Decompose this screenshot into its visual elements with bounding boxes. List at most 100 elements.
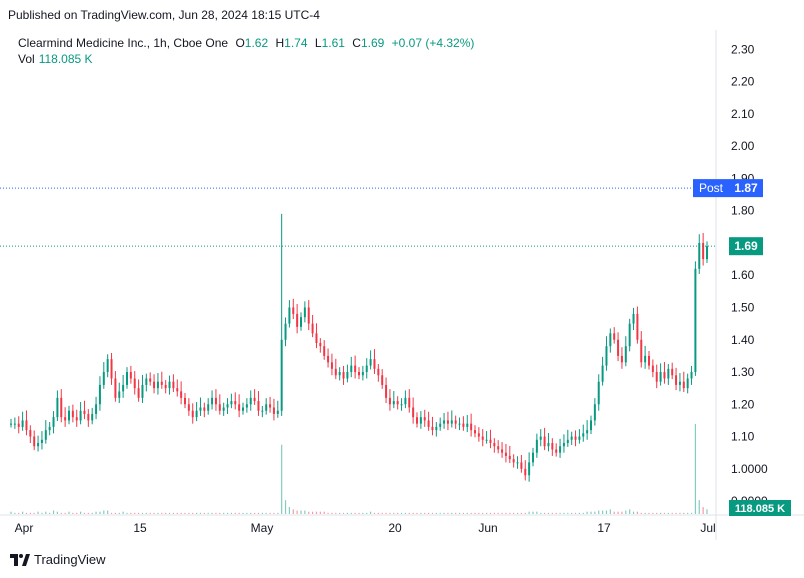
volume-bar (373, 512, 376, 514)
candle-body (307, 307, 310, 324)
candle-body (191, 410, 194, 418)
candle-body (218, 404, 221, 411)
candle-body (620, 355, 623, 363)
candle-body (562, 443, 565, 447)
volume-bar (629, 509, 631, 514)
volume-bar (199, 512, 202, 514)
candle-body (272, 407, 275, 414)
y-tick-label: 2.30 (731, 42, 755, 56)
volume-bar (72, 512, 74, 514)
candle-body (214, 397, 217, 405)
candle-body (156, 381, 159, 389)
post-tag (693, 179, 729, 198)
candle-body (288, 307, 291, 324)
volume-bar (377, 512, 379, 514)
candle-body (91, 413, 94, 421)
volume-bar (501, 512, 503, 514)
candle-body (338, 372, 341, 376)
volume-bar (80, 511, 82, 514)
x-tick-label: 17 (597, 521, 611, 535)
candle-body (346, 372, 349, 379)
volume-bar (192, 512, 194, 514)
candle-body (508, 455, 511, 460)
volume-bar (68, 511, 70, 514)
candle-body (311, 323, 314, 334)
candle-body (481, 436, 484, 440)
candle-body (458, 423, 461, 425)
volume-bar (14, 512, 16, 514)
candle-body (501, 449, 504, 453)
volume-bar (41, 512, 43, 514)
candle-body (446, 420, 449, 424)
volume-bar (663, 512, 666, 514)
candle-body (300, 317, 302, 327)
close-value: 1.69 (360, 36, 385, 50)
candle-body (354, 365, 357, 373)
candle-body (238, 404, 241, 411)
volume-bar (451, 512, 453, 514)
candle-body (504, 452, 507, 456)
volume-bar (215, 512, 217, 514)
candle-body (586, 430, 589, 434)
candle-body (535, 439, 538, 453)
candle-body (126, 372, 128, 385)
candle-body (532, 452, 534, 463)
candle-body (137, 388, 140, 398)
volume-bar (536, 511, 538, 514)
candle-body (516, 462, 519, 464)
volume-bar (91, 512, 93, 514)
volume-bar (559, 512, 561, 514)
candle-body (13, 423, 16, 425)
volume-bar (242, 512, 244, 514)
volume-bar (257, 512, 260, 514)
candle-body (450, 420, 453, 424)
volume-bar (211, 512, 213, 514)
volume-bar (339, 512, 341, 514)
candle-body (249, 397, 252, 405)
volume-bar (335, 512, 337, 514)
x-tick-label: 15 (133, 521, 147, 535)
volume-bar (478, 512, 480, 514)
volume-bar (145, 512, 147, 514)
y-tick-label: 1.60 (731, 268, 755, 282)
candle-body (559, 446, 562, 453)
candle-body (427, 420, 430, 427)
candle-body (253, 397, 256, 402)
volume-bar (60, 512, 62, 514)
volume-bar (138, 512, 140, 514)
candle-body (114, 378, 117, 398)
candle-body (64, 417, 67, 421)
low-label: L (314, 36, 322, 50)
volume-bar (319, 511, 321, 514)
volume-bar (56, 511, 58, 514)
candle-body (655, 372, 658, 382)
volume-bar (45, 511, 47, 514)
volume-bar (528, 511, 530, 514)
volume-bar (424, 512, 426, 514)
candle-body (118, 391, 121, 398)
candle-body (419, 417, 422, 424)
candle-body (71, 410, 74, 418)
candle-body (222, 407, 225, 411)
volume-bar (567, 512, 569, 514)
volume-bar (300, 510, 302, 514)
candle-body (87, 413, 90, 421)
candle-body (551, 443, 554, 450)
candle-body (497, 446, 500, 450)
volume-bar (180, 512, 182, 514)
volume-bar (602, 510, 604, 514)
candle-body (609, 333, 612, 347)
volume-bar (489, 512, 492, 514)
high-value: 1.74 (284, 36, 308, 50)
brand-name: TradingView (34, 552, 106, 567)
volume-bar (25, 512, 28, 514)
candle-body (29, 430, 32, 437)
volume-bar (184, 512, 186, 514)
candle-body (636, 313, 639, 340)
candle-body (470, 423, 473, 431)
candle-body (168, 381, 171, 389)
candle-body (269, 404, 272, 408)
candle-body (388, 397, 391, 405)
volume-bar (49, 512, 51, 514)
